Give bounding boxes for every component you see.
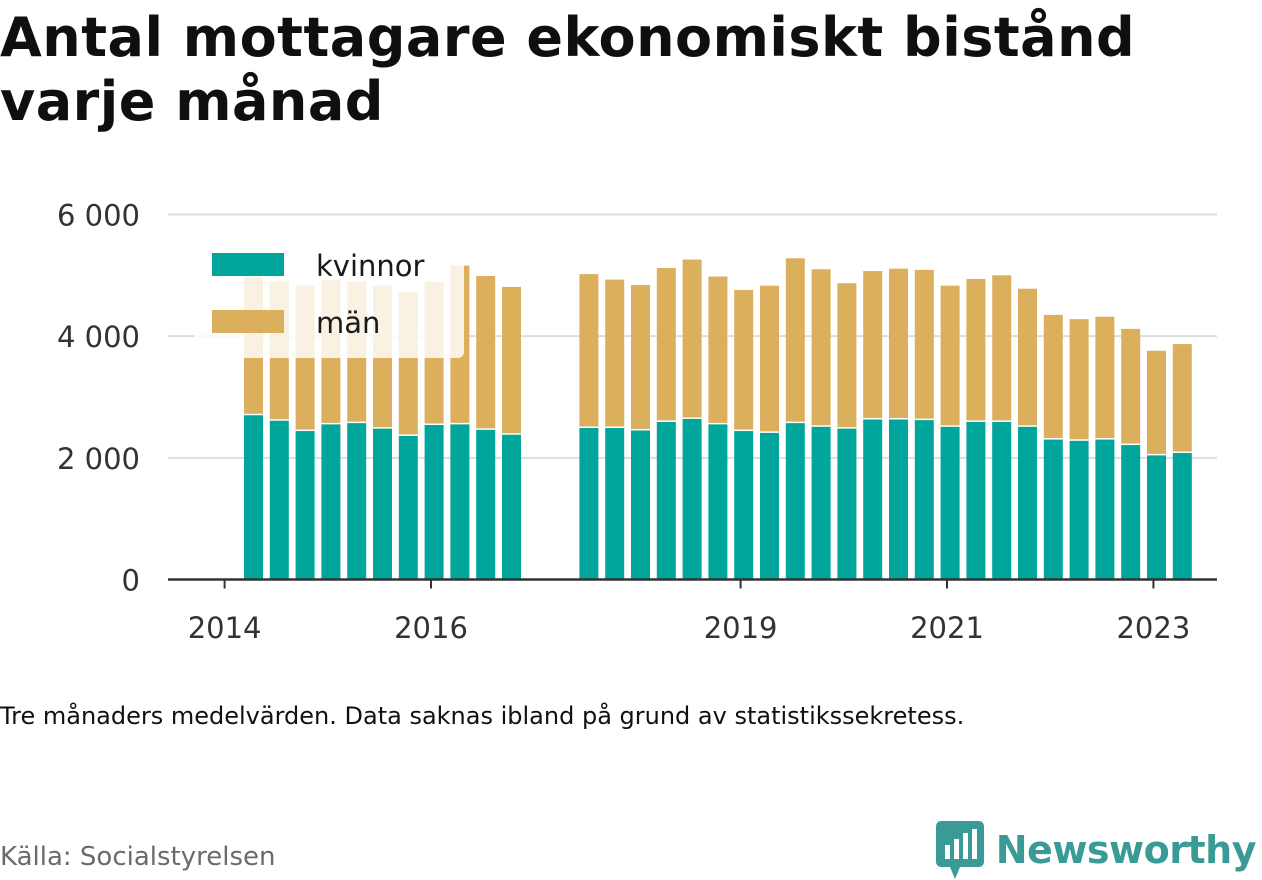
y-tick-label: 4 000 <box>57 320 140 354</box>
bar-kvinnor-2017-Q3 <box>579 428 599 580</box>
x-axis-ticks: 2014 2016 2019 2021 2023 <box>188 579 1190 645</box>
bar-man-2017-Q3 <box>579 274 599 427</box>
bar-man-2020-Q1 <box>837 283 857 428</box>
bar-kvinnor-2021-Q4 <box>1018 426 1037 580</box>
bar-man-2020-Q2 <box>863 271 883 419</box>
bar-kvinnor-2014-Q4 <box>295 431 315 580</box>
bar-man-2018-Q4 <box>708 276 728 423</box>
y-tick-label: 6 000 <box>57 199 140 233</box>
x-tick-label: 2023 <box>1116 611 1190 645</box>
brand-name: Newsworthy <box>995 828 1257 872</box>
bar-kvinnor-2019-Q2 <box>760 432 779 580</box>
bar-man-2018-Q2 <box>656 268 676 421</box>
bar-kvinnor-2016-Q2 <box>450 424 470 580</box>
legend-swatch-man <box>212 310 284 333</box>
chart-title: Antal mottagare ekonomiskt bistånd varje… <box>0 6 1136 133</box>
bar-kvinnor-2018-Q2 <box>656 421 676 580</box>
bar-kvinnor-2019-Q3 <box>785 423 805 580</box>
bar-kvinnor-2015-Q4 <box>398 435 418 580</box>
bar-kvinnor-2018-Q1 <box>631 430 650 580</box>
bar-kvinnor-2015-Q3 <box>373 428 392 580</box>
bar-man-2019-Q3 <box>785 258 805 422</box>
bar-kvinnor-2021-Q3 <box>992 421 1012 580</box>
bar-kvinnor-2022-Q3 <box>1095 439 1115 580</box>
source-label: Källa: Socialstyrelsen <box>0 842 276 872</box>
bar-kvinnor-2014-Q2 <box>244 415 263 580</box>
bar-kvinnor-2016-Q4 <box>502 434 521 580</box>
bar-kvinnor-2019-Q4 <box>811 426 831 580</box>
newsworthy-logo[interactable]: Newsworthy <box>935 820 1257 880</box>
bar-kvinnor-2023-Q1 <box>1147 455 1166 580</box>
bar-man-2019-Q2 <box>760 285 779 432</box>
bar-man-2021-Q2 <box>966 278 986 421</box>
bar-man-2023-Q2 <box>1172 344 1192 452</box>
bar-kvinnor-2016-Q3 <box>476 429 496 580</box>
y-tick-label: 0 <box>122 564 140 598</box>
bar-kvinnor-2018-Q4 <box>708 424 728 580</box>
bar-kvinnor-2022-Q2 <box>1069 440 1089 580</box>
bar-man-2021-Q1 <box>940 285 960 426</box>
bar-kvinnor-2022-Q4 <box>1121 445 1141 580</box>
bar-man-2022-Q1 <box>1043 314 1063 439</box>
bar-kvinnor-2020-Q2 <box>863 419 883 580</box>
bar-man-2022-Q2 <box>1069 319 1089 440</box>
y-tick-label: 2 000 <box>57 442 140 476</box>
bar-man-2020-Q4 <box>914 269 934 419</box>
bar-kvinnor-2021-Q1 <box>940 426 960 580</box>
bar-kvinnor-2023-Q2 <box>1172 452 1192 580</box>
bar-man-2018-Q1 <box>631 285 650 429</box>
stacked-bar-chart: 0 2 000 4 000 6 000 2014 2016 2019 2021 2023 kv… <box>57 199 1217 645</box>
x-tick-label: 2019 <box>704 611 778 645</box>
y-axis-labels: 0 2 000 4 000 6 000 <box>57 199 140 598</box>
x-tick-label: 2016 <box>394 611 468 645</box>
bar-man-2019-Q1 <box>734 289 754 430</box>
bar-kvinnor-2018-Q3 <box>682 418 702 580</box>
chart-note: Tre månaders medelvärden. Data saknas ib… <box>0 702 965 730</box>
bar-kvinnor-2015-Q1 <box>321 424 341 580</box>
bar-man-2020-Q3 <box>889 268 908 419</box>
x-tick-label: 2014 <box>188 611 262 645</box>
bar-kvinnor-2015-Q2 <box>347 423 367 580</box>
bar-kvinnor-2016-Q1 <box>424 424 444 580</box>
bar-man-2021-Q3 <box>992 275 1012 421</box>
bar-kvinnor-2020-Q4 <box>914 420 934 580</box>
bar-man-2021-Q4 <box>1018 288 1037 426</box>
bar-kvinnor-2020-Q3 <box>889 419 908 580</box>
bar-kvinnor-2019-Q1 <box>734 431 754 580</box>
bar-man-2016-Q4 <box>502 286 521 434</box>
bar-kvinnor-2022-Q1 <box>1043 439 1063 580</box>
bar-man-2023-Q1 <box>1147 350 1166 454</box>
bar-kvinnor-2020-Q1 <box>837 428 857 580</box>
bar-kvinnor-2014-Q3 <box>269 420 289 580</box>
bars <box>244 258 1192 580</box>
bar-kvinnor-2021-Q2 <box>966 421 986 580</box>
bar-kvinnor-2017-Q4 <box>605 428 625 580</box>
bar-man-2017-Q4 <box>605 279 625 427</box>
x-tick-label: 2021 <box>910 611 984 645</box>
bar-man-2022-Q3 <box>1095 316 1115 439</box>
bar-man-2019-Q4 <box>811 269 831 426</box>
bar-man-2016-Q3 <box>476 275 496 429</box>
legend-label-kvinnor: kvinnor <box>316 249 425 283</box>
bar-man-2022-Q4 <box>1121 328 1141 444</box>
newsworthy-logo-icon <box>935 821 984 879</box>
legend-swatch-kvinnor <box>212 253 284 276</box>
bar-man-2018-Q3 <box>682 259 702 418</box>
legend-label-man: män <box>316 306 380 340</box>
legend: kvinnor män <box>194 234 464 358</box>
